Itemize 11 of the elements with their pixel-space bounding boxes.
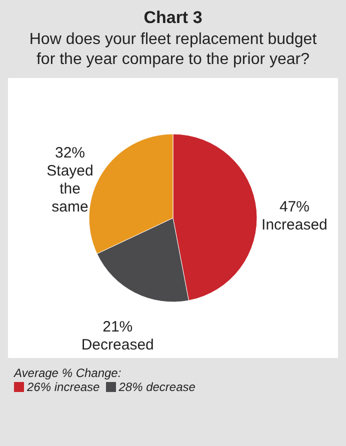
chart-subtitle: How does your fleet replacement budget for the year compare to the prior year? — [28, 30, 318, 70]
text: 26% increase — [27, 380, 100, 394]
slice-label: Stayed the same — [46, 162, 94, 216]
text: 28% decrease — [118, 380, 196, 394]
data-label: 32% — [54, 144, 86, 162]
slice-label: Increased — [262, 216, 328, 234]
text: Average % Change: — [14, 366, 122, 380]
data-label: 21% — [102, 318, 133, 336]
slice-label: Decreased — [81, 336, 154, 354]
data-label: 47% — [279, 198, 310, 216]
chart-title: Chart 3 — [142, 7, 204, 28]
